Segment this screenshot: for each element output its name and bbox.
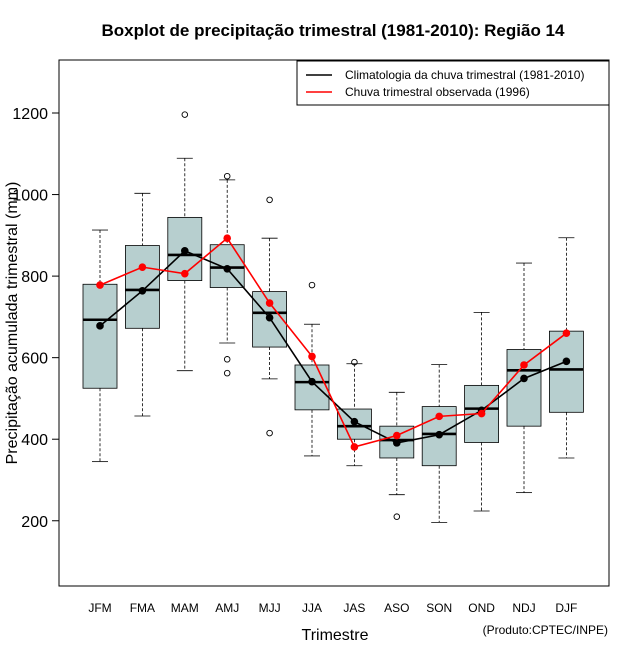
series-point-climatology [520, 374, 528, 383]
x-tick-label: NDJ [512, 601, 535, 615]
box-iqr [125, 245, 160, 329]
series-point-climatology [138, 286, 147, 295]
x-tick-label: ASO [384, 601, 409, 615]
series-point-observed [308, 352, 316, 361]
box-fma [125, 192, 160, 417]
box-iqr [82, 283, 118, 389]
x-tick-label: MAM [171, 601, 199, 615]
boxes-group [82, 111, 584, 523]
legend-label-climatology: Climatologia da chuva trimestral (1981-2… [345, 68, 584, 82]
series-point-climatology [308, 377, 316, 386]
series-point-observed [477, 409, 486, 418]
series-line-observed [99, 236, 567, 448]
x-tick-label: MJJ [259, 601, 281, 615]
outlier-point [266, 196, 273, 204]
x-tick-label: JJA [302, 601, 322, 615]
y-axis-title: Precipitação acumulada trimestral (mm) [4, 182, 21, 465]
box-jas [336, 358, 372, 467]
y-tick-label: 1200 [12, 106, 48, 123]
x-tick-label: OND [468, 601, 495, 615]
x-tick-label: JAS [343, 601, 365, 615]
plot-frame [58, 59, 610, 587]
series-point-observed [181, 269, 189, 278]
series-point-climatology [350, 417, 359, 426]
box-jja [294, 281, 330, 457]
y-tick-label: 200 [21, 514, 48, 531]
series-point-climatology [223, 264, 231, 273]
series-point-climatology [435, 430, 444, 439]
x-tick-label: FMA [130, 601, 155, 615]
series-point-observed [520, 361, 528, 369]
outlier-point [351, 358, 358, 366]
box-iqr [294, 364, 330, 411]
series-point-observed [435, 412, 444, 421]
y-tick-label: 1000 [12, 188, 48, 205]
series-point-climatology [562, 357, 571, 366]
x-axis-title: Trimestre [302, 627, 369, 644]
series-point-observed [265, 299, 274, 307]
outlier-point [223, 356, 231, 363]
series-point-observed [393, 431, 401, 440]
legend: Climatologia da chuva trimestral (1981-2… [296, 60, 610, 106]
y-tick-label: 400 [21, 432, 48, 449]
series-point-climatology [181, 247, 189, 255]
box-djf [549, 237, 584, 459]
series-point-climatology [393, 439, 401, 447]
x-axis: JFM FMA MAM AMJ MJJ JJA JAS ASO SON OND NDJ DJF [88, 601, 577, 615]
series-point-climatology [265, 313, 274, 322]
chart-title: Boxplot de precipitação trimestral (1981… [102, 21, 565, 40]
x-tick-label: SON [426, 601, 452, 615]
y-tick-label: 800 [21, 269, 48, 286]
footer-credit: (Produto:CPTEC/INPE) [483, 623, 608, 637]
legend-label-observed: Chuva trimestral observada (1996) [345, 85, 530, 99]
y-axis: 200 400 600 800 1000 1200 [12, 106, 59, 531]
outlier-point [223, 369, 231, 377]
outlier-point [181, 111, 189, 118]
outlier-point [223, 172, 231, 180]
x-tick-label: DJF [555, 601, 577, 615]
series-point-observed [223, 234, 231, 242]
box-jfm [82, 229, 118, 463]
box-iqr [549, 330, 584, 413]
box-iqr [209, 244, 245, 288]
box-amj [209, 172, 245, 377]
series-point-observed [350, 443, 359, 451]
outlier-point [308, 281, 316, 289]
series-point-climatology [96, 322, 104, 330]
series-lines-group [96, 234, 571, 451]
box-aso [379, 391, 415, 520]
series-point-observed [138, 263, 147, 271]
x-tick-label: JFM [88, 601, 111, 615]
box-son [421, 364, 457, 523]
outlier-point [393, 513, 401, 520]
outlier-point [266, 429, 273, 437]
y-tick-label: 600 [21, 351, 48, 368]
legend-box [296, 60, 610, 106]
x-tick-label: AMJ [215, 601, 239, 615]
box-mam [167, 111, 203, 372]
series-point-observed [96, 281, 104, 289]
series-point-observed [562, 329, 571, 337]
